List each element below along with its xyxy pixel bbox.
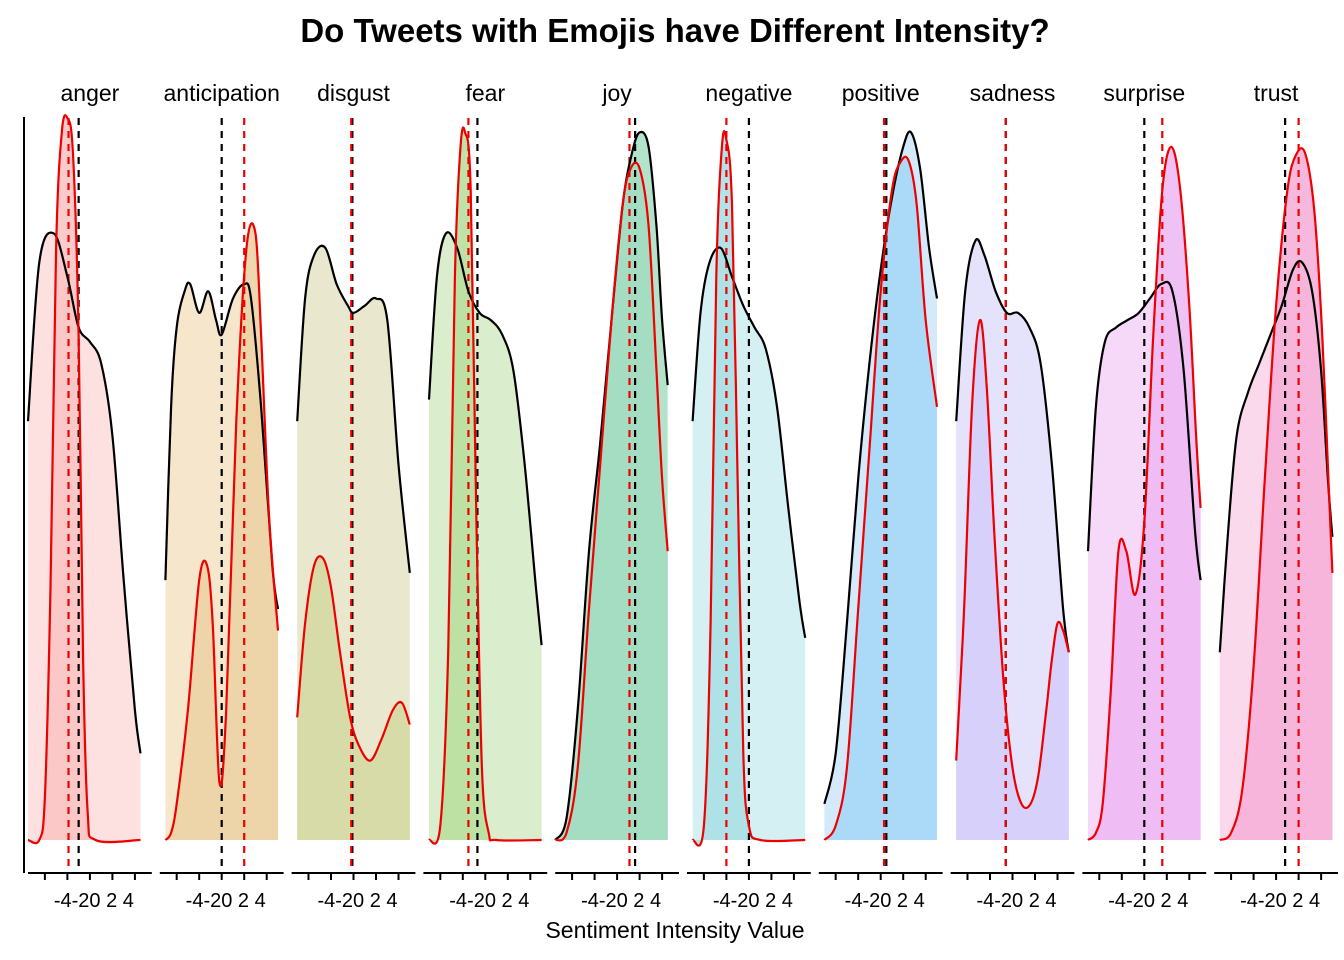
facet-panel-positive: positive -4-20 2 4 — [818, 80, 943, 912]
density-line-all-sadness — [955, 238, 1070, 653]
x-tick-labels: -4-20 2 4 — [976, 890, 1056, 912]
density-fill-emoji-trust — [1219, 148, 1333, 840]
density-line-all-trust — [1218, 259, 1334, 653]
x-tick-labels: -4-20 2 4 — [845, 890, 925, 912]
x-tick-labels: -4-20 2 4 — [186, 890, 266, 912]
density-fill-emoji-disgust — [297, 556, 410, 840]
density-fill-emoji-fear — [429, 127, 542, 844]
density-fill-emoji-negative — [692, 131, 806, 846]
density-line-emoji-anticipation — [164, 222, 280, 841]
facet-panel-negative: negative -4-20 2 4 — [687, 80, 811, 912]
density-fill-emoji-sadness — [956, 319, 1069, 840]
strip-label-negative: negative — [705, 80, 792, 106]
density-fill-emoji-anticipation — [165, 223, 278, 840]
density-fill-emoji-positive — [824, 156, 937, 840]
strip-label-anger: anger — [60, 80, 119, 106]
strip-label-surprise: surprise — [1103, 80, 1185, 106]
density-line-emoji-positive — [823, 155, 939, 841]
density-line-emoji-surprise — [1087, 145, 1202, 841]
density-line-emoji-disgust — [296, 555, 411, 762]
facet-panel-anticipation: anticipation -4-20 2 4 — [159, 80, 284, 912]
chart-title: Do Tweets with Emojis have Different Int… — [300, 12, 1049, 49]
x-tick-labels: -4-20 2 4 — [317, 890, 397, 912]
x-tick-labels: -4-20 2 4 — [1108, 890, 1188, 912]
density-line-emoji-sadness — [955, 319, 1070, 810]
x-tick-labels: -4-20 2 4 — [713, 890, 793, 912]
x-tick-labels: -4-20 2 4 — [449, 890, 529, 912]
density-line-emoji-trust — [1219, 147, 1334, 842]
x-tick-labels: -4-20 2 4 — [54, 890, 134, 912]
facet-panel-fear: fear -4-20 2 4 — [423, 80, 548, 912]
x-tick-labels: -4-20 2 4 — [1240, 890, 1320, 912]
strip-label-joy: joy — [601, 80, 632, 106]
strip-label-fear: fear — [465, 80, 505, 106]
density-line-all-anger — [26, 231, 142, 754]
density-line-emoji-anger — [27, 114, 141, 845]
density-fill-emoji-surprise — [1088, 146, 1201, 840]
facet-panel-disgust: disgust -4-20 2 4 — [291, 80, 416, 912]
facet-panel-anger: anger -4-20 2 4 — [26, 80, 152, 912]
density-line-emoji-fear — [427, 126, 542, 845]
x-tick-labels: -4-20 2 4 — [581, 890, 661, 912]
density-line-emoji-joy — [554, 161, 669, 842]
density-line-all-surprise — [1086, 280, 1202, 581]
density-line-all-disgust — [296, 244, 411, 574]
facet-panel-surprise: surprise -4-20 2 4 — [1082, 80, 1207, 912]
x-axis-label: Sentiment Intensity Value — [545, 917, 804, 943]
density-fill-emoji-joy — [555, 162, 668, 841]
density-line-all-anticipation — [164, 281, 280, 610]
facet-panel-sadness: sadness -4-20 2 4 — [950, 80, 1075, 912]
strip-label-anticipation: anticipation — [164, 80, 280, 106]
strip-label-trust: trust — [1254, 80, 1299, 106]
density-line-emoji-negative — [691, 129, 806, 847]
strip-label-disgust: disgust — [317, 80, 390, 106]
density-line-all-negative — [691, 246, 807, 638]
strip-label-positive: positive — [842, 80, 920, 106]
facet-panel-joy: joy -4-20 2 4 — [554, 80, 679, 912]
density-line-all-positive — [823, 130, 939, 805]
density-line-all-fear — [427, 231, 543, 646]
strip-label-sadness: sadness — [970, 80, 1056, 106]
facet-panel-trust: trust -4-20 2 4 — [1214, 80, 1338, 912]
